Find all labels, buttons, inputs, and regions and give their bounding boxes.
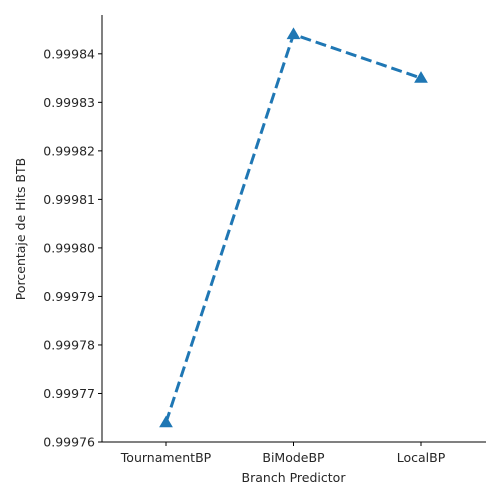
y-tick-label: 0.99978 <box>43 337 95 352</box>
series-line <box>164 32 422 424</box>
y-tick-label: 0.99976 <box>43 435 95 450</box>
y-tick-label: 0.99977 <box>43 386 95 401</box>
y-axis-label: Porcentaje de Hits BTB <box>13 158 28 300</box>
x-tick-label: LocalBP <box>397 450 446 465</box>
series-layer <box>159 27 428 428</box>
y-tick-label: 0.99984 <box>43 46 95 61</box>
data-point-marker <box>414 71 428 83</box>
y-tick-label: 0.99980 <box>43 240 95 255</box>
y-tick-label: 0.99982 <box>43 143 95 158</box>
x-tick-label: TournamentBP <box>120 450 212 465</box>
x-tick-label: BiModeBP <box>262 450 325 465</box>
x-ticks: TournamentBP BiModeBP LocalBP <box>120 442 446 465</box>
axes <box>101 15 486 443</box>
y-tick-label: 0.99983 <box>43 95 95 110</box>
x-axis-label: Branch Predictor <box>242 470 347 485</box>
data-point-marker <box>286 27 301 40</box>
y-tick-label: 0.99979 <box>43 289 95 304</box>
data-point-marker <box>159 415 173 428</box>
y-ticks: 0.99976 0.99977 0.99978 0.99979 0.99980 0.999… <box>43 46 102 450</box>
y-tick-label: 0.99981 <box>43 192 95 207</box>
